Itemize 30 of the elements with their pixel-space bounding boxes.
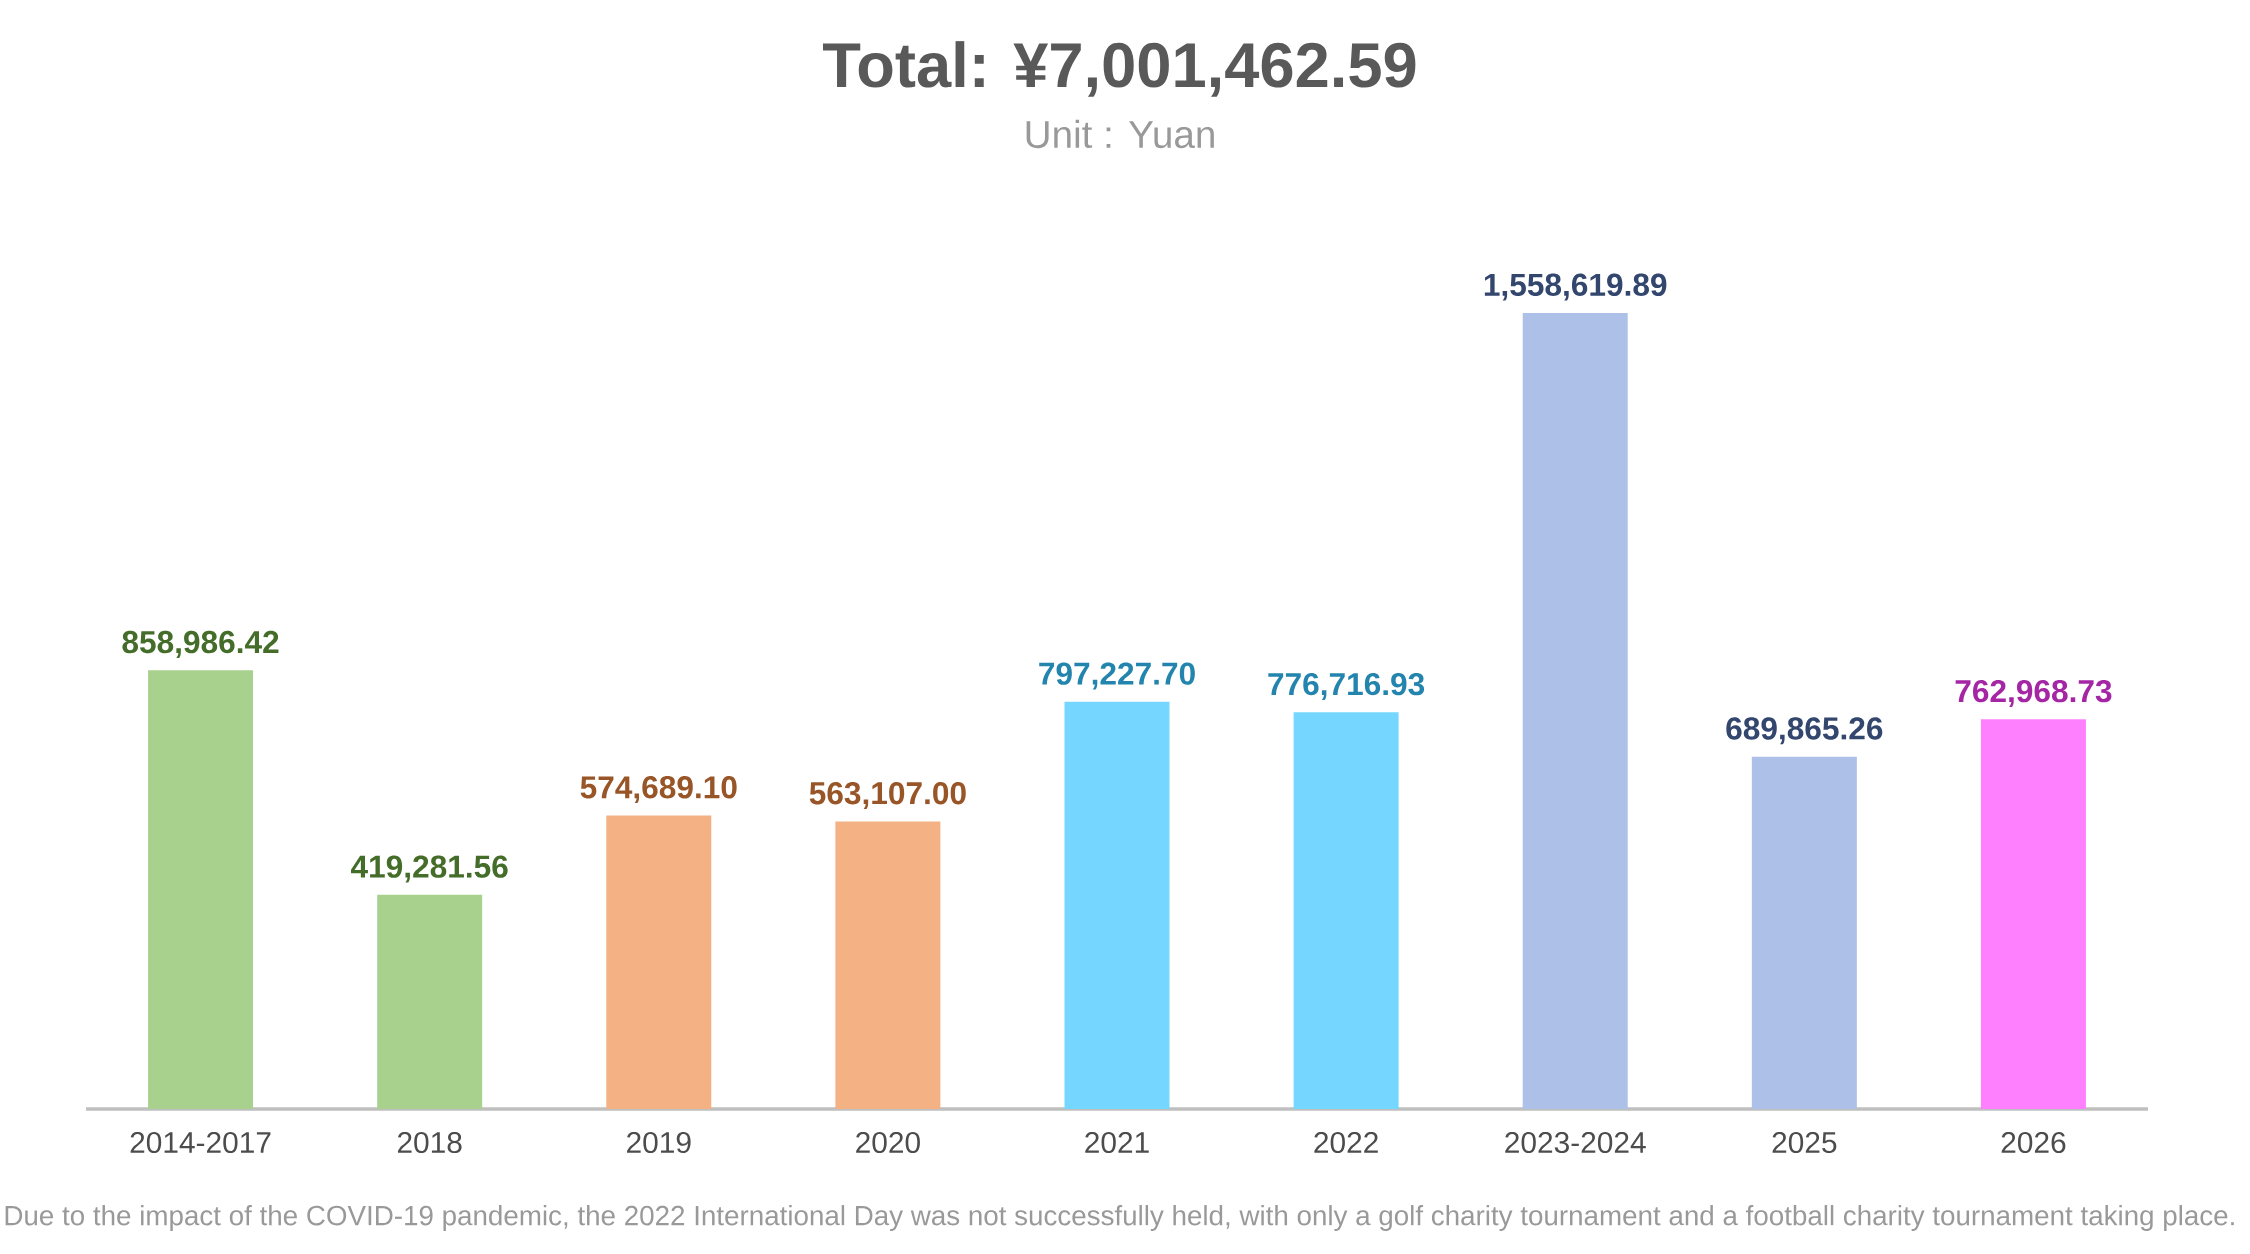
data-label: 858,986.42 — [122, 630, 279, 658]
data-label: 797,227.70 — [1039, 662, 1195, 690]
bar — [377, 894, 483, 1109]
data-label: 776,716.93 — [1268, 672, 1425, 700]
data-label: 1,558,619.89 — [1484, 273, 1667, 301]
chart-subtitle: Unit : Yuan — [1026, 119, 1214, 149]
x-tick-label: 2021 — [1085, 1131, 1149, 1154]
bar — [1293, 712, 1399, 1109]
bar — [835, 821, 941, 1109]
chart-title: Total: ¥7,001,462.59 — [822, 41, 1416, 97]
x-tick-label: 2020 — [856, 1131, 920, 1154]
x-tick-label: 2026 — [2001, 1131, 2066, 1154]
data-label: 563,107.00 — [809, 781, 966, 809]
x-tick-label: 2022 — [1314, 1131, 1378, 1154]
x-tick-label: 2018 — [397, 1131, 462, 1154]
x-tick-label: 2025 — [1772, 1131, 1837, 1154]
data-label: 574,689.10 — [580, 776, 737, 804]
bar — [1522, 312, 1628, 1109]
bar — [1980, 719, 2086, 1109]
text: Due to the impact of the COVID-19 pandemic, the 2022 International Day was not successfully held, with only a golf charity tournament and a football charity tournament taking place. — [5, 1205, 2234, 1231]
x-tick-label: 2023-2024 — [1505, 1131, 1646, 1154]
data-label: 762,968.73 — [1955, 679, 2112, 707]
bar — [606, 815, 712, 1109]
data-label: 419,281.56 — [351, 855, 508, 883]
bar — [148, 670, 254, 1109]
x-tick-label: 2014-2017 — [130, 1131, 271, 1154]
bar — [1064, 701, 1170, 1109]
data-label: 689,865.26 — [1726, 717, 1883, 745]
x-tick-label: 2019 — [627, 1131, 691, 1154]
bar — [1751, 756, 1857, 1109]
